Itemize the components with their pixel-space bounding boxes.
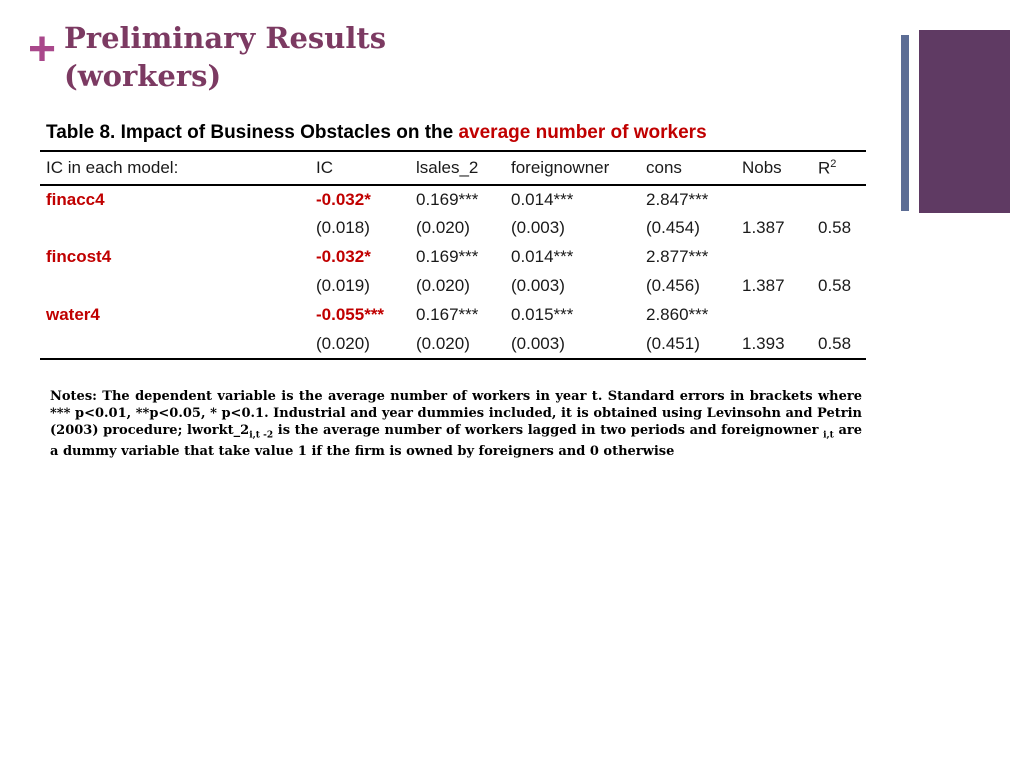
table-cell [736,185,812,214]
table-header-row: IC in each model: IC lsales_2 foreignown… [40,152,866,186]
row-label [40,214,310,243]
table-cell: (0.020) [416,218,470,238]
table-caption-black: Table 8. Impact of Business Obstacles on… [46,122,459,143]
notes-text: Notes: The dependent variable is the ave… [50,388,862,460]
table-cell: -0.032* [316,247,371,267]
table-row: water4 -0.055*** 0.167*** 0.015*** 2.860… [40,301,866,330]
table-cell: (0.003) [511,276,565,296]
header-cell-model: IC in each model: [40,152,310,186]
slide-title-line1: Preliminary Results [64,21,387,55]
table-cell: (0.020) [410,329,505,360]
slide-title: Preliminary Results (workers) [64,20,386,95]
table-cell: (0.003) [511,218,565,238]
table-cell: 0.169*** [416,247,479,267]
table-cell: 1.387 [742,218,785,238]
table-cell: 0.014*** [511,189,574,209]
table-row: finacc4 -0.032* 0.169*** 0.014*** 2.847*… [40,185,866,214]
notes-part2: is the average number of workers lagged … [273,423,824,439]
decorative-bar-purple [919,30,1010,213]
header-cell-nobs: Nobs [736,152,812,186]
table-cell: (0.003) [505,329,640,360]
table-cell: 0.014*** [511,247,574,267]
table-cell: 2.860*** [646,305,709,325]
table-cell: (0.019) [316,276,370,296]
row-label [40,329,310,360]
table-cell: 0.58 [818,276,852,296]
table-cell: 2.877*** [646,247,709,267]
table-cell: (0.456) [646,276,700,296]
table-cell [736,243,812,272]
table-cell: (0.018) [316,218,370,238]
table-cell [812,185,866,214]
table-cell [812,301,866,330]
table-cell: (0.454) [646,218,700,238]
decorative-bar-blue [901,35,909,211]
notes-subscript-1: i,t -2 [249,430,274,441]
table-cell: -0.032* [316,189,371,209]
table-cell [736,301,812,330]
table-cell: 0.169*** [416,189,479,209]
notes-subscript-2: i,t [823,430,834,441]
notes-part3: are a dummy variable that take value 1 i… [50,423,863,459]
table-row: (0.018) (0.020) (0.003) (0.454) 1.387 0.… [40,214,866,243]
notes-part1: Notes: The dependent variable is the ave… [50,389,862,439]
r2-base: R [818,158,831,178]
table-caption: Table 8. Impact of Business Obstacles on… [40,122,866,152]
r2-superscript: 2 [830,158,837,170]
results-table: IC in each model: IC lsales_2 foreignown… [40,152,866,360]
row-label: finacc4 [46,189,105,209]
table-cell [812,243,866,272]
row-label [40,272,310,301]
table-caption-red: average number of workers [458,122,707,143]
table-row: (0.019) (0.020) (0.003) (0.456) 1.387 0.… [40,272,866,301]
table-cell: 1.393 [736,329,812,360]
row-label: water4 [46,305,100,325]
row-label: fincost4 [46,247,112,267]
plus-decoration: + [28,23,57,76]
table-cell: 0.167*** [416,305,479,325]
table-cell: 0.015*** [511,305,574,325]
table-row: fincost4 -0.032* 0.169*** 0.014*** 2.877… [40,243,866,272]
header-cell-r2: R2 [812,152,866,186]
table-cell: 1.387 [742,276,785,296]
table-cell: (0.020) [310,329,410,360]
table-cell: (0.020) [416,276,470,296]
header-cell-cons: cons [640,152,736,186]
table-cell: (0.451) [640,329,736,360]
header-cell-ic: IC [310,152,410,186]
table-cell: 2.847*** [646,189,709,209]
table-cell: -0.055*** [316,305,385,325]
table-row: (0.020) (0.020) (0.003) (0.451) 1.393 0.… [40,329,866,360]
results-table-section: Table 8. Impact of Business Obstacles on… [40,122,866,360]
table-cell: 0.58 [812,329,866,360]
table-cell: 0.58 [818,218,852,238]
header-cell-foreignowner: foreignowner [505,152,640,186]
header-cell-lsales: lsales_2 [410,152,505,186]
slide-title-line2: (workers) [64,58,222,93]
